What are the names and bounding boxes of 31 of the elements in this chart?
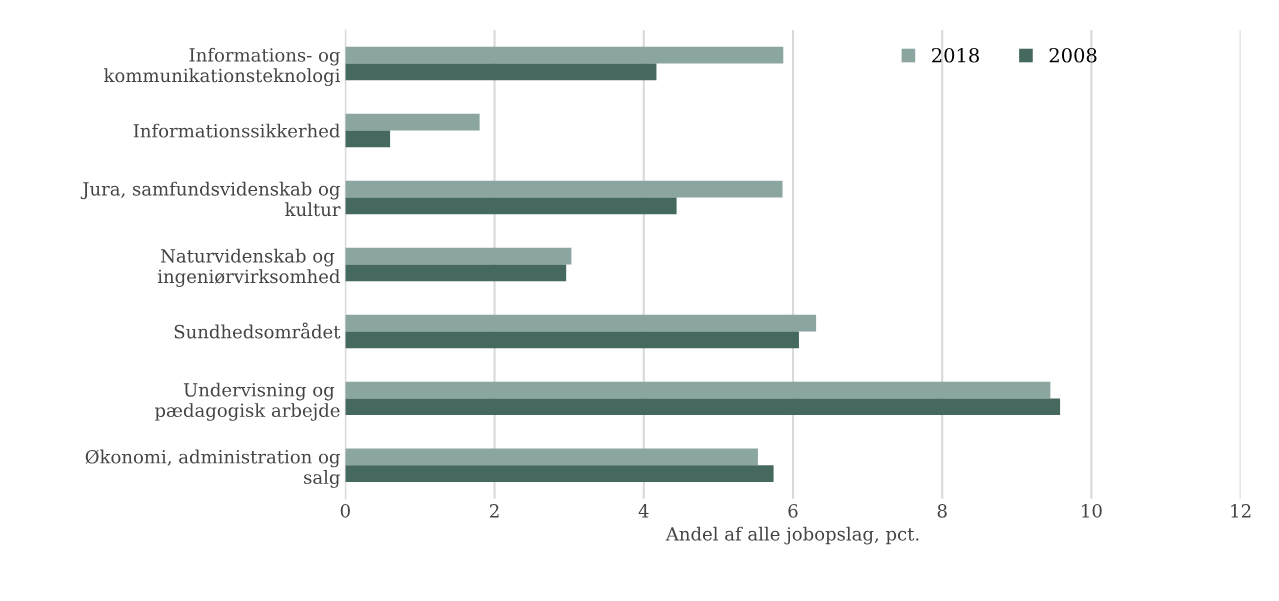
bar: [345, 130, 391, 148]
bar: [345, 63, 657, 81]
y-tick-label: Informationssikkerhed: [133, 123, 340, 138]
bar: [345, 331, 799, 349]
y-tick-label: Naturvidenskab og ingeniørvirksomhed: [157, 248, 340, 287]
legend-label: 2008: [1049, 47, 1097, 63]
x-tick-label: 2: [490, 504, 499, 518]
y-tick-label: Undervisning og pædagogisk arbejde: [154, 382, 340, 421]
y-tick-label: Økonomi, administration og salg: [85, 449, 340, 488]
x-tick-label: 12: [1231, 504, 1251, 518]
y-tick-label: Jura, samfundsvidenskab og kultur: [80, 181, 341, 217]
x-tick-label: 10: [1082, 504, 1102, 518]
y-tick-label: Informations- og kommunikationsteknologi: [104, 47, 341, 87]
bar: [345, 247, 572, 265]
x-axis-title: Andel af alle jobopslag, pct.: [665, 526, 919, 545]
x-tick-label: 4: [638, 504, 649, 518]
bar: [345, 46, 784, 64]
bar: [345, 314, 817, 332]
bar: [345, 197, 677, 215]
y-tick-label: Sundhedsområdet: [174, 322, 341, 339]
bar: [345, 448, 758, 466]
bar: [345, 264, 567, 282]
x-tick-label: 0: [340, 504, 350, 518]
bar: [345, 465, 774, 483]
x-tick-label: 8: [937, 504, 947, 518]
bar: [345, 180, 783, 198]
x-tick-label: 6: [788, 504, 798, 518]
legend-label: 2018: [932, 47, 979, 63]
bar: [345, 381, 1051, 399]
bar: [345, 398, 1061, 416]
bar: [345, 113, 480, 131]
